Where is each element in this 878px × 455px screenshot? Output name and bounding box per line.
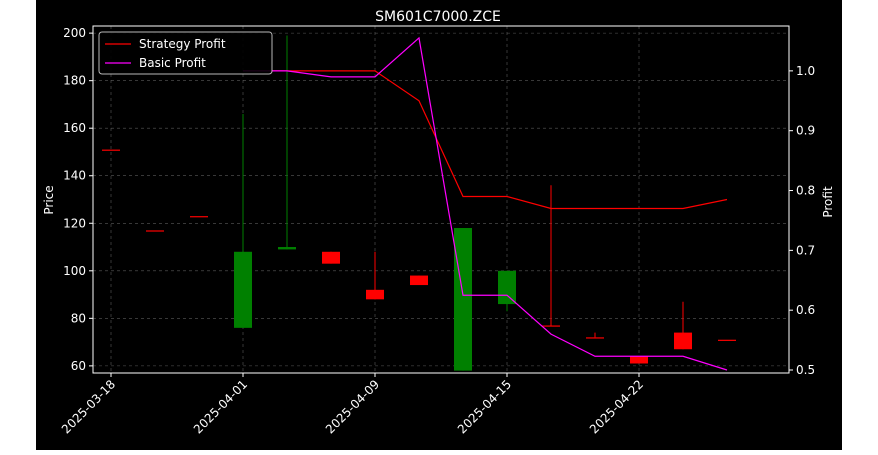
profit-line (243, 36, 728, 371)
chart-figure: SM601C7000.ZCE 60 80 100 120 140 160 180 200 0.… (36, 0, 842, 450)
legend-label: Strategy Profit (139, 37, 226, 51)
y-tick-label: 60 (71, 359, 86, 373)
candle-body (146, 230, 164, 232)
candle-body (234, 251, 252, 328)
candle-body (674, 332, 692, 350)
y2-tick-label: 0.5 (796, 363, 815, 377)
profit-line (243, 70, 728, 210)
y-axis-right: 0.5 0.6 0.7 0.8 0.9 1.0 (789, 64, 815, 377)
candle-body (586, 337, 604, 339)
x-tick-label: 2025-04-09 (323, 377, 382, 436)
x-tick-label: 2025-04-01 (191, 377, 250, 436)
legend-box (98, 31, 273, 75)
chart-title: SM601C7000.ZCE (375, 9, 501, 25)
y-tick-label: 160 (63, 121, 86, 135)
candle-body (454, 228, 472, 371)
y2-tick-label: 1.0 (796, 64, 815, 78)
candle-body (542, 325, 560, 327)
y-axis-left: 60 80 100 120 140 160 180 200 (63, 26, 93, 373)
profit-lines (243, 36, 728, 371)
y-tick-label: 80 (71, 311, 86, 325)
x-tick-label: 2025-03-18 (59, 377, 118, 436)
candle-body (102, 149, 120, 151)
legend: Strategy Profit Basic Profit (98, 31, 273, 75)
x-tick-label: 2025-04-22 (587, 377, 646, 436)
y-tick-label: 140 (63, 169, 86, 183)
candle-body (630, 356, 648, 364)
y2-tick-label: 0.6 (796, 303, 815, 317)
candle-body (190, 216, 208, 218)
candle-body (322, 251, 340, 264)
y-axis-label: Price (42, 185, 56, 214)
candle-body (366, 289, 384, 300)
x-tick-label: 2025-04-15 (455, 377, 514, 436)
candle-body (410, 275, 428, 286)
grid-lines (93, 26, 789, 373)
y2-tick-label: 0.8 (796, 184, 815, 198)
y-tick-label: 200 (63, 26, 86, 40)
plot-frame (92, 25, 790, 374)
candles (102, 35, 736, 371)
candlestick-chart: SM601C7000.ZCE 60 80 100 120 140 160 180 200 0.… (42, 9, 835, 436)
y2-tick-label: 0.9 (796, 124, 815, 138)
y-tick-label: 120 (63, 216, 86, 230)
y-tick-label: 180 (63, 74, 86, 88)
candle-body (718, 339, 736, 341)
x-axis: 2025-03-18 2025-04-01 2025-04-09 2025-04-15… (59, 373, 646, 436)
legend-label: Basic Profit (139, 56, 206, 70)
y-tick-label: 100 (63, 264, 86, 278)
y2-tick-label: 0.7 (796, 243, 815, 257)
candle-body (278, 247, 296, 250)
candle-body (498, 270, 516, 305)
y2-axis-label: Profit (821, 186, 835, 218)
